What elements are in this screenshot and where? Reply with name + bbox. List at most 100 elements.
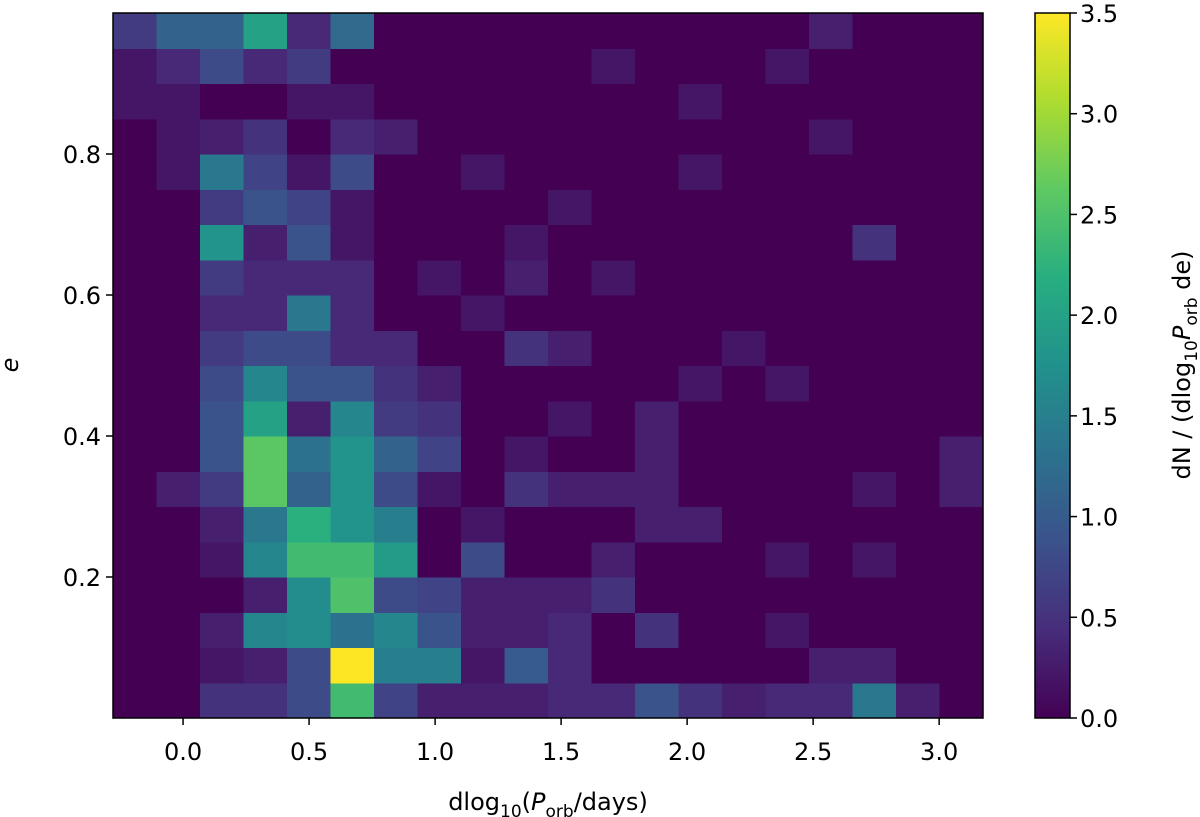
heatmap-cell <box>461 541 505 578</box>
heatmap-cell <box>374 400 418 437</box>
heatmap-cell <box>939 365 984 402</box>
heatmap-cell <box>243 224 288 261</box>
heatmap-cell <box>113 48 158 84</box>
heatmap-cell <box>243 330 288 366</box>
heatmap-cell <box>504 13 549 49</box>
axes: 0.0 0.5 1.0 1.5 2.0 2.5 3.0 0.2 0.4 0.6 0.8 0.0 0.5 1… <box>63 0 1118 766</box>
heatmap-cell <box>548 436 592 472</box>
heatmap-cell <box>852 13 897 49</box>
heatmap-cell <box>765 83 810 120</box>
heatmap-cell <box>374 48 418 84</box>
heatmap-cell <box>199 506 245 543</box>
colorbar-tick-label: 0.5 <box>1080 604 1118 632</box>
heatmap-cell <box>374 295 418 331</box>
heatmap-cell <box>243 118 288 155</box>
heatmap-cell <box>591 259 636 296</box>
heatmap-cell <box>634 189 680 225</box>
heatmap-cell <box>765 682 810 719</box>
heatmap-cell <box>809 577 853 613</box>
heatmap-cell <box>286 471 331 507</box>
heatmap-cell <box>852 471 897 507</box>
heatmap-cell <box>417 83 462 120</box>
heatmap-cell <box>374 436 418 472</box>
heatmap-cell <box>591 154 636 190</box>
plot-frame <box>112 12 984 719</box>
heatmap-cell <box>243 682 288 719</box>
heatmap-cell <box>678 682 723 719</box>
heatmap-cell <box>548 400 592 437</box>
x-label-part: P <box>531 788 546 816</box>
heatmap-cell <box>721 224 766 261</box>
heatmap-cell <box>678 541 723 578</box>
heatmap-cell <box>156 682 201 719</box>
heatmap-cell <box>809 647 853 684</box>
heatmap-cell <box>591 612 636 648</box>
heatmap-cell <box>721 400 766 437</box>
heatmap-cell <box>374 189 418 225</box>
heatmap-cell <box>896 295 940 331</box>
heatmap-cell <box>330 471 375 507</box>
heatmap-cell <box>634 506 680 543</box>
heatmap-cell <box>156 259 201 296</box>
x-label-part: ( <box>522 788 531 816</box>
heatmap-cell <box>199 189 245 225</box>
heatmap-cell <box>330 48 375 84</box>
heatmap-cell <box>721 295 766 331</box>
heatmap-cell <box>548 295 592 331</box>
heatmap-cell <box>721 541 766 578</box>
heatmap-cell <box>504 400 549 437</box>
x-label-sub: orb <box>546 802 574 817</box>
heatmap-cell <box>852 647 897 684</box>
heatmap-cell <box>113 436 158 472</box>
heatmap-cell <box>243 365 288 402</box>
heatmap-cell <box>113 400 158 437</box>
heatmap-cell <box>809 682 853 719</box>
heatmap-cell <box>809 154 853 190</box>
heatmap-cell <box>199 682 245 719</box>
heatmap-cell <box>896 647 940 684</box>
heatmap-cell <box>113 365 158 402</box>
heatmap-cell <box>852 189 897 225</box>
heatmap-cell <box>374 682 418 719</box>
heatmap-cell <box>852 577 897 613</box>
heatmap-cell <box>156 48 201 84</box>
heatmap-cell <box>939 647 984 684</box>
heatmap-cell <box>896 189 940 225</box>
heatmap-cell <box>591 295 636 331</box>
heatmap-cell <box>199 259 245 296</box>
colorbar-tick-label: 1.0 <box>1080 504 1118 532</box>
heatmap-cell <box>678 118 723 155</box>
heatmap-cell <box>721 154 766 190</box>
heatmap-cell <box>374 154 418 190</box>
heatmap-cell <box>330 154 375 190</box>
heatmap-cell <box>461 330 505 366</box>
heatmap-cell <box>939 48 984 84</box>
heatmap-cell <box>591 400 636 437</box>
x-label-sub: 10 <box>500 802 522 817</box>
heatmap-cell <box>417 647 462 684</box>
heatmap-cell <box>461 612 505 648</box>
heatmap-cell <box>199 48 245 84</box>
heatmap-cell <box>504 506 549 543</box>
heatmap-cell <box>765 612 810 648</box>
heatmap-cell <box>286 612 331 648</box>
heatmap-cell <box>156 612 201 648</box>
heatmap-cell <box>678 259 723 296</box>
heatmap-cell <box>156 189 201 225</box>
heatmap-cell <box>852 330 897 366</box>
heatmap-cell <box>417 506 462 543</box>
cb-label-part: de) <box>1168 250 1196 297</box>
heatmap-cell <box>852 400 897 437</box>
x-tick-label: 0.0 <box>164 738 202 766</box>
heatmap-cell <box>896 436 940 472</box>
heatmap-cell <box>721 189 766 225</box>
heatmap-cell <box>286 48 331 84</box>
heatmap-cell <box>678 577 723 613</box>
heatmap-cell <box>374 83 418 120</box>
heatmap-cell <box>199 541 245 578</box>
heatmap-cell <box>634 48 680 84</box>
heatmap-cell <box>199 83 245 120</box>
heatmap-cell <box>199 577 245 613</box>
heatmap-cell <box>721 436 766 472</box>
heatmap-cell <box>286 154 331 190</box>
